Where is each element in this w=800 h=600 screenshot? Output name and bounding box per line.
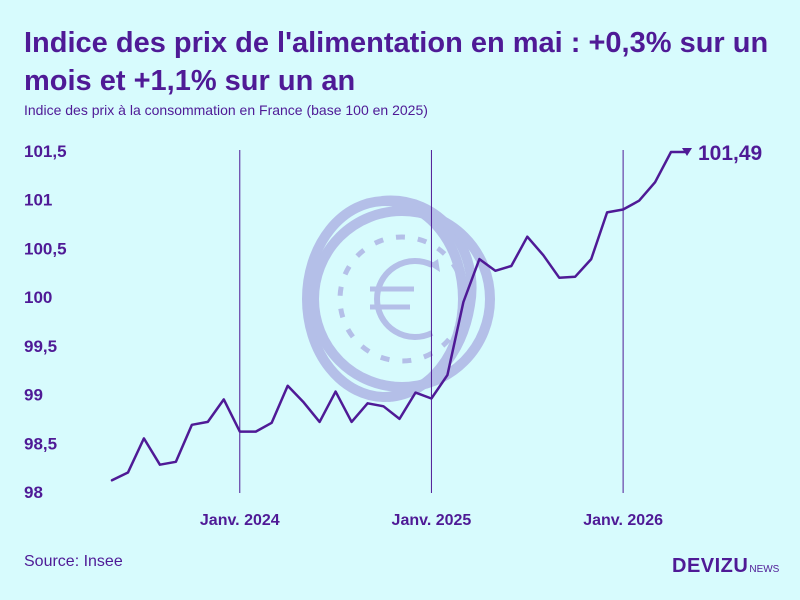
source-note: Source: Insee	[24, 553, 123, 570]
x-tick-label: Janv. 2024	[200, 512, 280, 529]
year-gridlines	[239, 150, 624, 493]
last-value-label: 101,49	[698, 142, 762, 165]
brand-suffix: NEWS	[749, 564, 780, 575]
y-tick-label: 100,5	[24, 239, 67, 258]
y-tick-label: 99	[24, 386, 43, 405]
y-tick-label: 100	[24, 288, 52, 307]
brand-name: DEVIZU	[672, 555, 749, 577]
y-axis: 98 98,5 99 99,5 100 100,5 101 101,5	[24, 142, 67, 502]
y-tick-label: 99,5	[24, 337, 57, 356]
chart-title: Indice des prix de l'alimentation en mai…	[24, 27, 769, 97]
y-tick-label: 101,5	[24, 142, 67, 161]
series-line	[110, 150, 689, 482]
x-tick-label: Janv. 2026	[583, 512, 663, 529]
last-point	[682, 147, 692, 156]
y-tick-label: 98	[24, 483, 43, 502]
y-tick-label: 101	[24, 191, 52, 210]
last-point-marker	[682, 147, 692, 156]
x-axis: Janv. 2024 Janv. 2025 Janv. 2026	[200, 512, 663, 529]
chart-subtitle: Indice des prix à la consommation en Fra…	[24, 102, 428, 118]
euro-coin-icon	[302, 195, 495, 402]
brand-logo: DEVIZUNEWS	[672, 555, 779, 578]
y-tick-label: 98,5	[24, 434, 57, 453]
x-tick-label: Janv. 2025	[392, 512, 472, 529]
